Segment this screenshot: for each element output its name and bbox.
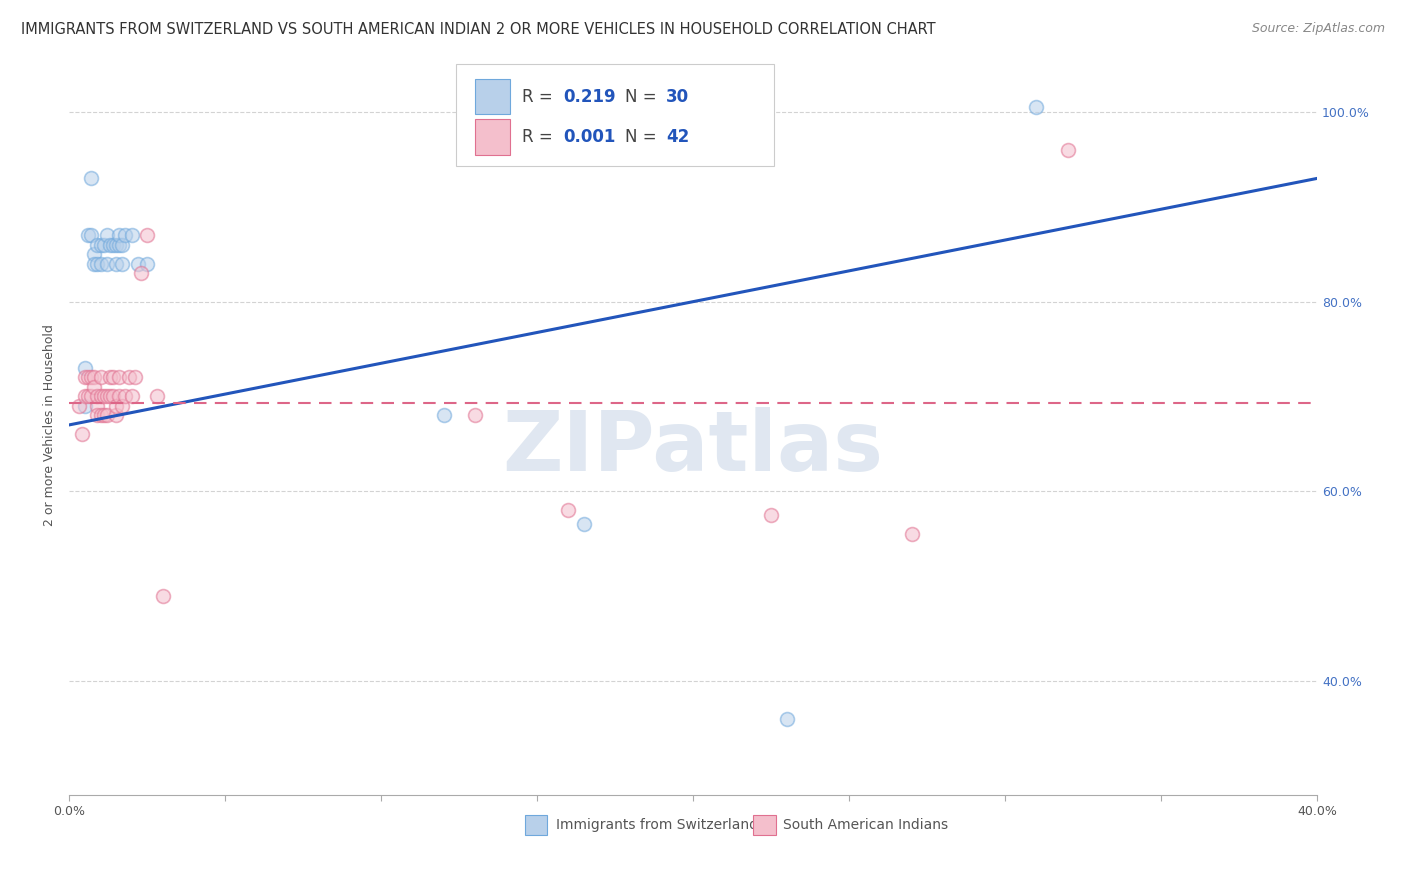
- Point: [73, 370, 96, 384]
- Text: IMMIGRANTS FROM SWITZERLAND VS SOUTH AMERICAN INDIAN 2 OR MORE VEHICLES IN HOUSE: IMMIGRANTS FROM SWITZERLAND VS SOUTH AME…: [21, 22, 936, 37]
- Point: [117, 370, 139, 384]
- Point: [98, 237, 121, 252]
- Point: [70, 427, 93, 442]
- Point: [127, 257, 149, 271]
- Point: [464, 409, 486, 423]
- Text: 0.001: 0.001: [564, 128, 616, 146]
- Point: [89, 257, 111, 271]
- Point: [105, 257, 128, 271]
- Point: [67, 399, 90, 413]
- Text: N =: N =: [624, 87, 661, 105]
- Point: [136, 228, 159, 243]
- Text: R =: R =: [522, 128, 558, 146]
- Point: [93, 409, 115, 423]
- FancyBboxPatch shape: [475, 78, 510, 114]
- Point: [1056, 143, 1078, 157]
- Point: [80, 370, 103, 384]
- Text: R =: R =: [522, 87, 558, 105]
- Y-axis label: 2 or more Vehicles in Household: 2 or more Vehicles in Household: [44, 324, 56, 525]
- Point: [105, 237, 128, 252]
- Point: [77, 228, 100, 243]
- Point: [152, 589, 174, 603]
- Point: [86, 237, 108, 252]
- Point: [105, 399, 128, 413]
- Point: [77, 389, 100, 403]
- Point: [433, 409, 456, 423]
- Point: [96, 228, 118, 243]
- Point: [105, 409, 128, 423]
- Point: [98, 389, 121, 403]
- Point: [101, 237, 124, 252]
- Point: [114, 389, 136, 403]
- FancyBboxPatch shape: [475, 120, 510, 155]
- Point: [96, 409, 118, 423]
- Point: [83, 370, 105, 384]
- Point: [86, 399, 108, 413]
- Text: 42: 42: [666, 128, 689, 146]
- Point: [129, 266, 152, 280]
- Point: [101, 389, 124, 403]
- Point: [108, 370, 131, 384]
- Point: [557, 503, 579, 517]
- Point: [101, 370, 124, 384]
- Point: [86, 389, 108, 403]
- Text: Immigrants from Switzerland: Immigrants from Switzerland: [555, 818, 758, 832]
- Point: [83, 247, 105, 261]
- Point: [96, 257, 118, 271]
- Point: [96, 389, 118, 403]
- Text: Source: ZipAtlas.com: Source: ZipAtlas.com: [1251, 22, 1385, 36]
- FancyBboxPatch shape: [754, 814, 776, 835]
- Point: [900, 527, 922, 541]
- Point: [89, 389, 111, 403]
- Point: [77, 370, 100, 384]
- Text: South American Indians: South American Indians: [783, 818, 948, 832]
- Point: [572, 517, 595, 532]
- Point: [73, 361, 96, 376]
- Point: [776, 712, 799, 726]
- FancyBboxPatch shape: [456, 64, 775, 166]
- Point: [108, 389, 131, 403]
- Point: [761, 508, 783, 522]
- Point: [145, 389, 167, 403]
- Point: [124, 370, 146, 384]
- Point: [121, 389, 143, 403]
- Point: [83, 257, 105, 271]
- Point: [98, 370, 121, 384]
- Point: [108, 228, 131, 243]
- Point: [80, 228, 103, 243]
- Point: [108, 237, 131, 252]
- Point: [89, 237, 111, 252]
- Point: [111, 399, 134, 413]
- Point: [80, 171, 103, 186]
- Point: [86, 409, 108, 423]
- Point: [93, 389, 115, 403]
- Point: [111, 257, 134, 271]
- Point: [73, 399, 96, 413]
- Text: 30: 30: [666, 87, 689, 105]
- Text: ZIPatlas: ZIPatlas: [503, 407, 884, 488]
- Point: [86, 257, 108, 271]
- Point: [83, 380, 105, 394]
- Point: [121, 228, 143, 243]
- Point: [80, 389, 103, 403]
- Point: [114, 228, 136, 243]
- Point: [136, 257, 159, 271]
- Point: [89, 370, 111, 384]
- Point: [93, 237, 115, 252]
- Text: 0.219: 0.219: [564, 87, 616, 105]
- Text: N =: N =: [624, 128, 661, 146]
- Point: [111, 237, 134, 252]
- Point: [89, 409, 111, 423]
- Point: [73, 389, 96, 403]
- Point: [1025, 100, 1047, 114]
- FancyBboxPatch shape: [524, 814, 547, 835]
